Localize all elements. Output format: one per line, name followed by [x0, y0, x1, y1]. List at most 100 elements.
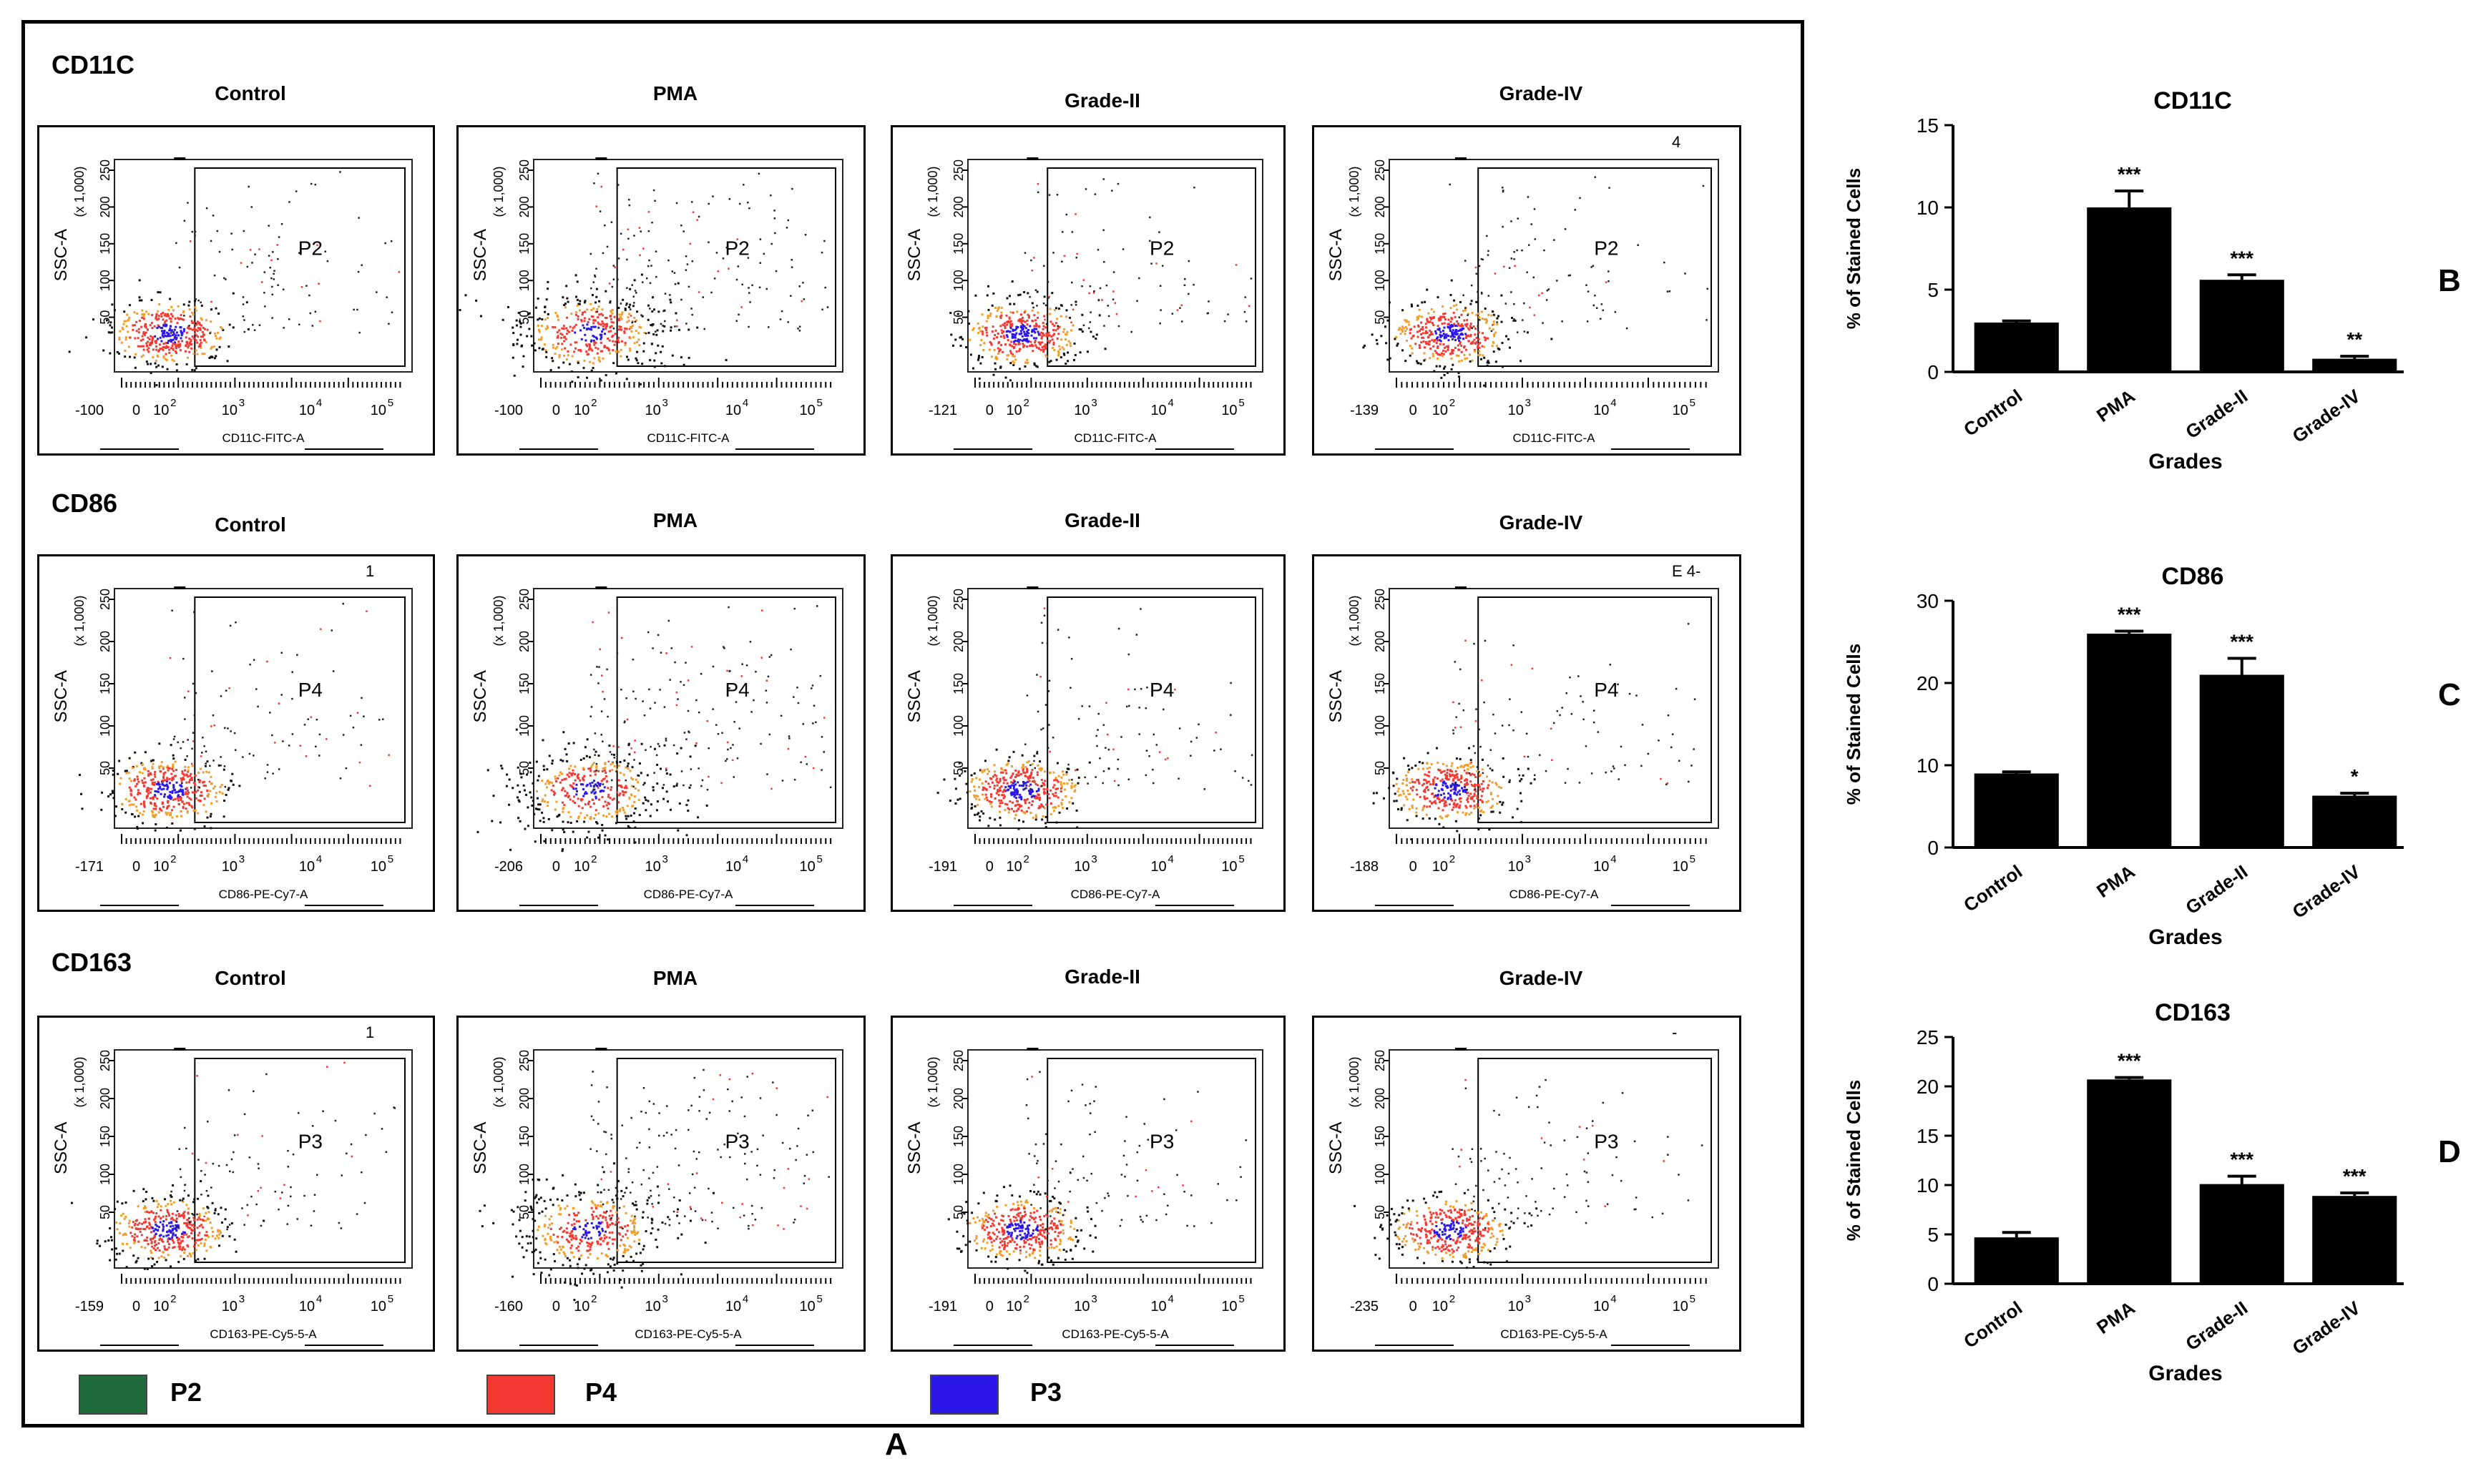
- event-dot: [990, 805, 993, 808]
- event-dot: [601, 674, 603, 677]
- event-dot: [1459, 780, 1462, 783]
- event-dot: [537, 318, 539, 321]
- event-dot: [1458, 806, 1461, 809]
- event-dot: [660, 362, 663, 365]
- event-dot: [151, 336, 154, 339]
- event-dot: [1462, 790, 1465, 793]
- event-dot: [519, 772, 522, 775]
- event-dot: [198, 787, 201, 789]
- event-dot: [190, 340, 192, 343]
- event-dot: [172, 754, 175, 757]
- event-dot: [601, 350, 604, 353]
- gate-rectangle: [194, 596, 406, 823]
- event-dot: [1107, 305, 1109, 307]
- event-dot: [1049, 750, 1051, 753]
- event-dot: [997, 790, 1000, 793]
- event-dot: [190, 338, 192, 341]
- event-dot: [1473, 805, 1476, 807]
- event-dot: [1389, 357, 1391, 360]
- event-dot: [1514, 265, 1516, 267]
- event-dot: [594, 341, 597, 344]
- event-dot: [594, 319, 596, 321]
- event-dot: [985, 328, 988, 331]
- event-dot: [653, 308, 656, 311]
- event-dot: [1432, 353, 1434, 355]
- event-dot: [1477, 338, 1480, 340]
- event-dot: [165, 807, 168, 810]
- event-dot: [1034, 795, 1037, 797]
- event-dot: [533, 812, 536, 815]
- event-dot: [182, 806, 185, 809]
- event-dot: [992, 325, 994, 328]
- event-dot: [1155, 262, 1158, 265]
- event-dot: [1483, 336, 1486, 339]
- event-dot: [561, 772, 564, 775]
- event-dot: [1006, 803, 1009, 806]
- event-dot: [1021, 339, 1024, 342]
- event-dot: [1060, 802, 1063, 805]
- event-dot: [255, 688, 258, 690]
- event-dot: [276, 244, 278, 246]
- event-dot: [187, 775, 190, 778]
- event-dot: [667, 619, 670, 622]
- event-dot: [607, 807, 610, 810]
- event-dot: [1400, 328, 1403, 331]
- event-dot: [1013, 355, 1016, 358]
- event-dot: [172, 763, 175, 766]
- event-dot: [210, 725, 212, 727]
- event-dot: [1029, 340, 1032, 343]
- event-dot: [612, 349, 615, 352]
- event-dot: [203, 328, 206, 330]
- event-dot: [1140, 688, 1142, 690]
- event-dot: [592, 322, 595, 325]
- event-dot: [185, 787, 188, 790]
- event-dot: [195, 323, 198, 325]
- event-dot: [813, 704, 816, 707]
- event-dot: [727, 748, 729, 751]
- event-dot: [1487, 250, 1489, 252]
- event-dot: [172, 805, 175, 808]
- event-dot: [997, 794, 1000, 797]
- event-dot: [526, 773, 529, 776]
- event-dot: [1030, 771, 1033, 774]
- event-dot: [1462, 310, 1465, 313]
- event-dot: [984, 780, 987, 783]
- gate-rectangle: [1047, 167, 1257, 367]
- event-dot: [562, 296, 564, 299]
- event-dot: [202, 780, 205, 783]
- event-dot: [1035, 365, 1038, 368]
- event-dot: [1442, 826, 1445, 829]
- event-dot: [1018, 774, 1021, 777]
- event-dot: [1033, 325, 1036, 328]
- event-dot: [155, 782, 158, 785]
- event-dot: [610, 325, 613, 328]
- event-dot: [562, 731, 565, 734]
- event-dot: [602, 690, 604, 693]
- event-dot: [741, 663, 743, 665]
- event-dot: [574, 347, 577, 350]
- event-dot: [640, 230, 642, 232]
- event-dot: [596, 666, 598, 668]
- event-dot: [1529, 306, 1531, 309]
- event-dot: [134, 353, 137, 355]
- event-dot: [590, 765, 593, 768]
- event-dot: [597, 348, 599, 350]
- event-dot: [1112, 298, 1115, 300]
- event-dot: [1386, 319, 1389, 322]
- event-dot: [985, 331, 988, 334]
- event-dot: [1000, 314, 1003, 317]
- event-dot: [542, 817, 545, 820]
- event-dot: [1023, 325, 1026, 328]
- event-dot: [1454, 789, 1457, 792]
- event-dot: [1663, 261, 1665, 264]
- event-dot: [823, 717, 826, 719]
- event-dot: [1122, 248, 1125, 250]
- event-dot: [537, 803, 540, 806]
- event-dot: [185, 802, 188, 805]
- event-dot: [388, 754, 390, 757]
- event-dot: [1464, 309, 1467, 312]
- event-dot: [1441, 778, 1444, 781]
- event-dot: [986, 294, 989, 297]
- event-dot: [607, 715, 609, 718]
- event-dot: [197, 799, 200, 802]
